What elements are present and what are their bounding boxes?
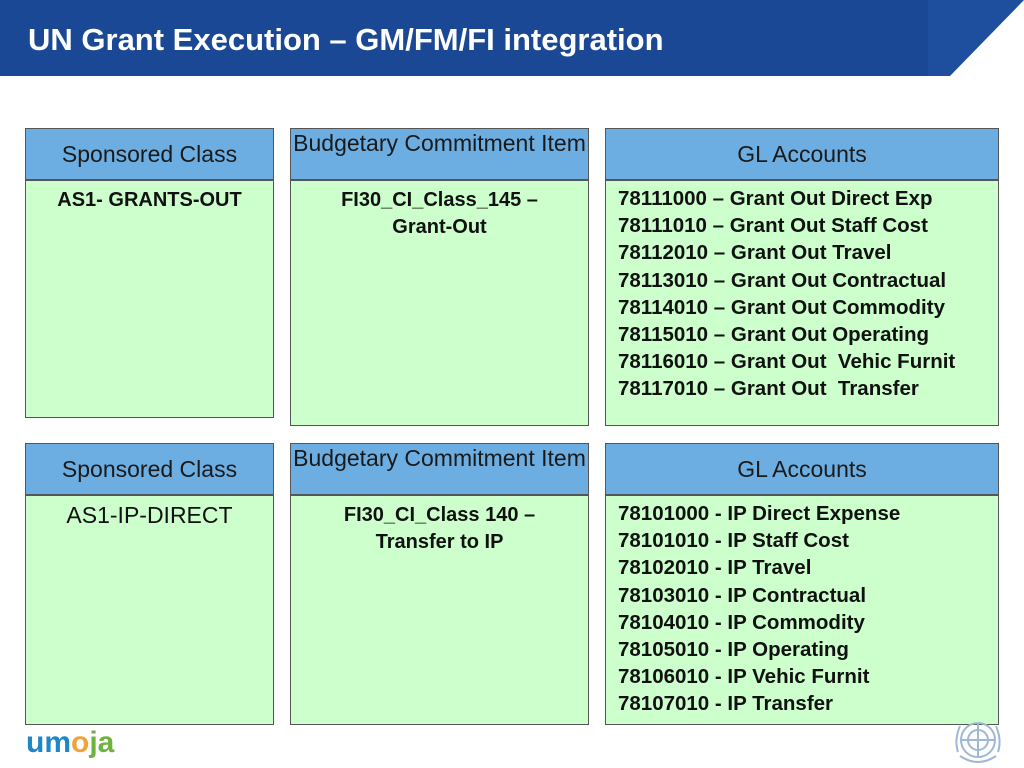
gl-accounts-list: 78101000 - IP Direct Expense 78101010 - … [606, 496, 998, 718]
list-item: 78113010 – Grant Out Contractual [618, 268, 947, 292]
list-item: 78101000 - IP Direct Expense [618, 502, 901, 525]
list-item: 78111010 – Grant Out Staff Cost [618, 214, 928, 238]
un-emblem-icon [955, 722, 1001, 763]
sponsored-class-header: Sponsored Class [25, 443, 274, 495]
budgetary-commitment-header-label: Budgetary Commitment Item [293, 445, 586, 471]
budgetary-commitment-value: FI30_CI_Class_145 – Grant-Out [341, 189, 538, 238]
sponsored-class-value: AS1- GRANTS-OUT [57, 189, 242, 211]
list-item: 78103010 - IP Contractual [618, 583, 867, 607]
list-item: 78105010 - IP Operating [618, 638, 849, 662]
budgetary-commitment-value: FI30_CI_Class 140 – Transfer to IP [343, 504, 536, 553]
sponsored-class-box: AS1-IP-DIRECT [25, 495, 274, 725]
list-item: 78116010 – Grant Out Vehic Furnit [618, 350, 956, 374]
sponsored-class-value: AS1-IP-DIRECT [66, 502, 233, 528]
page-title: UN Grant Execution – GM/FM/FI integratio… [28, 22, 664, 57]
gl-accounts-header-label: GL Accounts [737, 140, 867, 167]
list-item: 78111000 – Grant Out Direct Exp [618, 187, 933, 210]
list-item: 78112010 – Grant Out Travel [618, 241, 892, 265]
list-item: 78117010 – Grant Out Transfer [618, 377, 919, 401]
corner-decoration [928, 0, 1024, 76]
gl-accounts-box: 78111000 – Grant Out Direct Exp 78111010… [605, 180, 999, 426]
gl-accounts-box: 78101000 - IP Direct Expense 78101010 - … [605, 495, 999, 725]
budgetary-commitment-header: Budgetary Commitment Item [290, 443, 589, 495]
gl-accounts-header-label: GL Accounts [737, 455, 867, 482]
gl-accounts-header: GL Accounts [605, 443, 999, 495]
title-bar: UN Grant Execution – GM/FM/FI integratio… [0, 0, 1024, 76]
budgetary-commitment-box: FI30_CI_Class 140 – Transfer to IP [290, 495, 589, 725]
sponsored-class-box: AS1- GRANTS-OUT [25, 180, 274, 418]
list-item: 78101010 - IP Staff Cost [618, 529, 849, 553]
list-item: 78102010 - IP Travel [618, 556, 812, 580]
list-item: 78106010 - IP Vehic Furnit [618, 665, 870, 689]
sponsored-class-header: Sponsored Class [25, 128, 274, 180]
list-item: 78114010 – Grant Out Commodity [618, 295, 945, 319]
budgetary-commitment-header: Budgetary Commitment Item [290, 128, 589, 180]
logo-part-1: um [26, 726, 71, 759]
gl-accounts-list: 78111000 – Grant Out Direct Exp 78111010… [606, 181, 998, 403]
logo-part-3: ja [89, 726, 115, 759]
list-item: 78115010 – Grant Out Operating [618, 323, 930, 347]
list-item: 78104010 - IP Commodity [618, 610, 865, 634]
sponsored-class-header-label: Sponsored Class [61, 140, 238, 167]
sponsored-class-header-label: Sponsored Class [61, 455, 238, 482]
budgetary-commitment-header-label: Budgetary Commitment Item [293, 130, 586, 156]
list-item: 78107010 - IP Transfer [618, 692, 834, 716]
budgetary-commitment-box: FI30_CI_Class_145 – Grant-Out [290, 180, 589, 426]
logo-part-2: o [71, 726, 90, 759]
umoja-logo: umoja [26, 726, 114, 760]
gl-accounts-header: GL Accounts [605, 128, 999, 180]
